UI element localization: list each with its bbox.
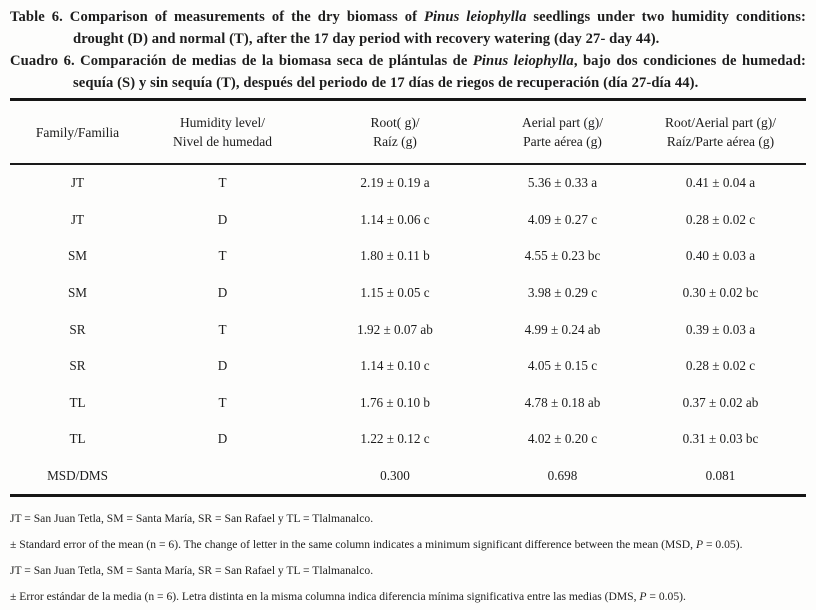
footnote-stderr-en: ± Standard error of the mean (n = 6). Th…	[10, 538, 806, 552]
col-header-aerial: Aerial part (g)/ Parte aérea (g)	[490, 101, 635, 165]
cell-ratio: 0.41 ± 0.04 a	[685, 175, 756, 191]
cell-aerial: 3.98 ± 0.29 c	[527, 285, 598, 301]
cell-aerial: 4.99 ± 0.24 ab	[524, 321, 601, 337]
footnote-stderr-es: ± Error estándar de la media (n = 6). Le…	[10, 590, 806, 604]
cell-ratio: 0.28 ± 0.02 c	[685, 211, 756, 227]
col-header-line2: Raíz (g)	[373, 134, 417, 149]
cell-family: SR	[69, 358, 86, 374]
cell-ratio: 0.30 ± 0.02 bc	[682, 285, 759, 301]
caption-spanish-pre: Cuadro 6. Comparación de medias de la bi…	[10, 53, 473, 69]
caption-english-pre: Table 6. Comparison of measurements of t…	[10, 9, 424, 25]
footnote-italic-p: P	[639, 590, 647, 604]
cell-aerial: 4.05 ± 0.15 c	[527, 358, 598, 374]
cell-humidity: D	[217, 431, 228, 447]
cell-ratio: 0.39 ± 0.03 a	[685, 321, 756, 337]
footnote-abbrev-es: JT = San Juan Tetla, SM = Santa María, S…	[10, 564, 806, 578]
header-row: Family/Familia Humidity level/ Nivel de …	[10, 101, 806, 165]
table-row-msd: MSD/DMS 0.300 0.698 0.081	[10, 458, 806, 495]
cell-humidity: T	[218, 321, 227, 337]
biomass-table: Family/Familia Humidity level/ Nivel de …	[10, 101, 806, 494]
cell-humidity: T	[218, 394, 227, 410]
cell-family: SM	[67, 248, 88, 264]
cell-aerial: 4.02 ± 0.20 c	[527, 431, 598, 447]
col-header-line1: Family/Familia	[35, 124, 120, 140]
cell-aerial: 4.09 ± 0.27 c	[527, 211, 598, 227]
col-header-line2: Parte aérea (g)	[523, 134, 602, 149]
cell-root: 1.92 ± 0.07 ab	[357, 321, 433, 337]
col-header-family: Family/Familia	[10, 101, 145, 165]
species-name-italic: Pinus leiophylla	[424, 9, 527, 25]
footnote-text: = 0.05).	[646, 590, 686, 604]
caption-spanish: Cuadro 6. Comparación de medias de la bi…	[10, 50, 806, 94]
footnote-text: ± Error estándar de la media (n = 6). Le…	[10, 590, 640, 604]
col-header-root: Root( g)/ Raíz (g)	[300, 101, 490, 165]
cell-family: MSD/DMS	[47, 468, 108, 484]
footnote-text: = 0.05).	[703, 538, 743, 552]
table-top-rule	[10, 98, 806, 101]
cell-ratio: 0.37 ± 0.02 ab	[682, 394, 759, 410]
caption-english-post: seedlings under two humidity conditions:…	[73, 9, 806, 47]
col-header-line2: Nivel de humedad	[173, 134, 272, 149]
cell-root: 1.14 ± 0.06 c	[360, 211, 430, 227]
col-header-line1: Humidity level/	[179, 115, 266, 130]
cell-root: 1.14 ± 0.10 c	[360, 358, 430, 374]
cell-aerial: 4.55 ± 0.23 bc	[524, 248, 601, 264]
cell-family: SM	[67, 285, 88, 301]
footnote-abbrev-en: JT = San Juan Tetla, SM = Santa María, S…	[10, 512, 806, 526]
cell-family: TL	[69, 431, 86, 447]
footnote-italic-p: P	[695, 538, 704, 552]
cell-aerial: 4.78 ± 0.18 ab	[524, 394, 601, 410]
footnote-text: JT = San Juan Tetla, SM = Santa María, S…	[10, 512, 374, 526]
cell-family: TL	[69, 394, 86, 410]
cell-ratio: 0.40 ± 0.03 a	[685, 248, 756, 264]
cell-root: 0.300	[380, 468, 410, 484]
caption-english: Table 6. Comparison of measurements of t…	[10, 6, 806, 50]
cell-root: 1.22 ± 0.12 c	[360, 431, 430, 447]
cell-humidity: T	[218, 248, 227, 264]
cell-aerial: 0.698	[547, 468, 578, 484]
col-header-line2: Raíz/Parte aérea (g)	[666, 134, 775, 149]
cell-ratio: 0.31 ± 0.03 bc	[682, 431, 759, 447]
table-row: JT T 2.19 ± 0.19 a 5.36 ± 0.33 a 0.41 ± …	[10, 164, 806, 202]
cell-ratio: 0.081	[705, 468, 736, 484]
col-header-ratio: Root/Aerial part (g)/ Raíz/Parte aérea (…	[635, 101, 806, 165]
cell-root: 1.80 ± 0.11 b	[360, 248, 430, 264]
cell-humidity	[145, 458, 300, 495]
caption-spanish-post: , bajo dos condiciones de humedad: sequí…	[73, 53, 807, 91]
col-header-line1: Aerial part (g)/	[522, 115, 603, 130]
table-row: SM D 1.15 ± 0.05 c 3.98 ± 0.29 c 0.30 ± …	[10, 275, 806, 312]
cell-root: 1.15 ± 0.05 c	[360, 285, 430, 301]
cell-family: SR	[69, 321, 86, 337]
cell-humidity: D	[217, 285, 228, 301]
col-header-line1: Root( g)/	[370, 115, 420, 130]
cell-humidity: D	[217, 358, 228, 374]
cell-humidity: T	[218, 175, 227, 191]
table-bottom-rule	[10, 494, 806, 498]
cell-root: 1.76 ± 0.10 b	[360, 394, 430, 410]
table-row: TL T 1.76 ± 0.10 b 4.78 ± 0.18 ab 0.37 ±…	[10, 385, 806, 422]
table-row: SR T 1.92 ± 0.07 ab 4.99 ± 0.24 ab 0.39 …	[10, 311, 806, 348]
footnotes: JT = San Juan Tetla, SM = Santa María, S…	[10, 512, 806, 604]
col-header-humidity: Humidity level/ Nivel de humedad	[145, 101, 300, 165]
footnote-text: ± Standard error of the mean (n = 6). Th…	[10, 538, 696, 552]
table-row: SM T 1.80 ± 0.11 b 4.55 ± 0.23 bc 0.40 ±…	[10, 238, 806, 275]
table-row: SR D 1.14 ± 0.10 c 4.05 ± 0.15 c 0.28 ± …	[10, 348, 806, 385]
cell-aerial: 5.36 ± 0.33 a	[527, 175, 598, 191]
footnote-text: JT = San Juan Tetla, SM = Santa María, S…	[10, 564, 374, 578]
cell-ratio: 0.28 ± 0.02 c	[685, 358, 756, 374]
cell-root: 2.19 ± 0.19 a	[360, 175, 430, 191]
cell-family: JT	[70, 175, 85, 191]
col-header-line1: Root/Aerial part (g)/	[665, 115, 776, 130]
cell-humidity: D	[217, 211, 228, 227]
cell-family: JT	[70, 211, 85, 227]
species-name-italic: Pinus leiophylla	[472, 53, 574, 69]
table-row: TL D 1.22 ± 0.12 c 4.02 ± 0.20 c 0.31 ± …	[10, 421, 806, 458]
table-row: JT D 1.14 ± 0.06 c 4.09 ± 0.27 c 0.28 ± …	[10, 202, 806, 239]
